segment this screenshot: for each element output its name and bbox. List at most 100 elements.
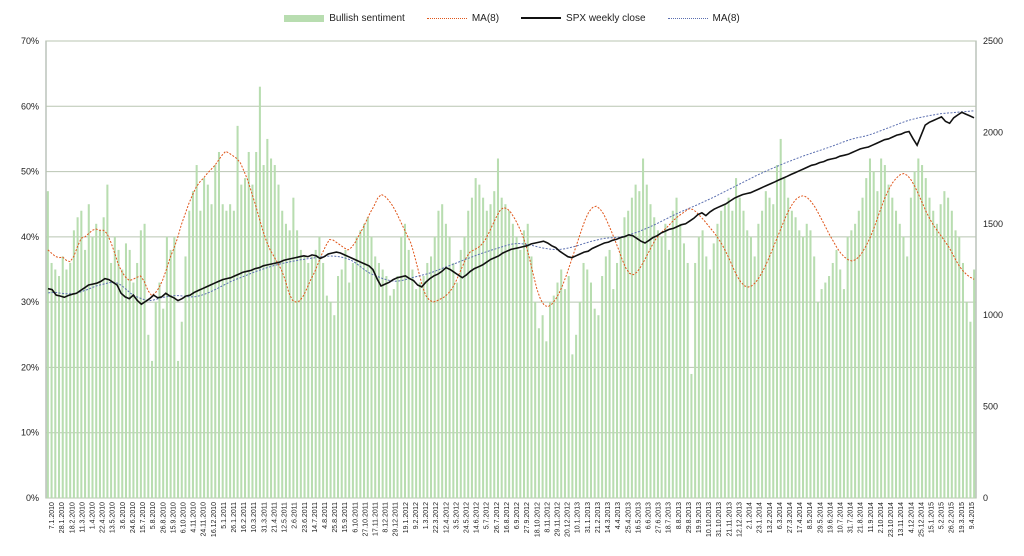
bullish-bar — [266, 138, 269, 498]
bullish-bar — [801, 236, 805, 498]
bullish-bar — [586, 269, 589, 498]
x-axis-tick-label: 14.6.2012 — [474, 502, 481, 533]
bullish-bar — [619, 236, 622, 498]
bullish-bar — [813, 256, 816, 498]
x-axis-tick-label: 17.4.2014 — [797, 502, 804, 533]
right-axis-tick-label: 1500 — [983, 219, 1003, 229]
bullish-bar — [143, 223, 146, 499]
bullish-bar — [296, 230, 299, 499]
x-axis-tick-label: 4.12.2014 — [908, 502, 915, 533]
bullish-bar — [876, 191, 879, 498]
bullish-bar — [686, 262, 689, 498]
legend-label-bullish: Bullish sentiment — [329, 12, 405, 24]
x-axis-tick-label: 26.1.2011 — [231, 502, 238, 533]
bullish-bar — [232, 210, 235, 498]
x-axis-tick-label: 24.11.2010 — [201, 502, 208, 537]
x-axis-tick-label: 29.12.2011 — [393, 502, 400, 537]
bullish-bar — [214, 165, 217, 499]
bullish-bar — [206, 184, 209, 498]
legend-label-spx: SPX weekly close — [566, 12, 646, 24]
bullish-bar — [519, 249, 522, 498]
bullish-bar — [288, 230, 291, 499]
bullish-bar — [511, 223, 514, 499]
x-axis-tick-label: 13.5.2010 — [110, 502, 117, 533]
bullish-bar — [835, 249, 838, 498]
bullish-bar — [251, 184, 254, 498]
bullish-bar — [563, 289, 566, 498]
bullish-bar — [482, 197, 485, 498]
bullish-bar — [824, 282, 827, 498]
bullish-bar — [270, 158, 273, 498]
bullish-bar — [46, 191, 49, 498]
x-axis-tick-label: 15.9.2010 — [170, 502, 177, 533]
bullish-bar — [243, 178, 247, 498]
bullish-bar — [117, 249, 120, 498]
bullish-bar — [943, 191, 946, 498]
bullish-bar — [91, 236, 94, 498]
bullish-bar — [753, 256, 756, 498]
bullish-bar — [84, 249, 87, 498]
bullish-bar — [857, 210, 860, 498]
legend-swatch-spx — [521, 17, 562, 19]
bullish-bar — [150, 360, 154, 498]
bullish-bar — [459, 249, 462, 498]
bullish-bar — [522, 230, 526, 499]
bullish-bar — [947, 197, 950, 498]
x-axis-tick-label: 23.1.2014 — [757, 502, 764, 533]
bullish-bar — [787, 197, 790, 498]
bullish-bar — [154, 302, 157, 498]
x-axis-tick-label: 4.11.2010 — [191, 502, 198, 533]
bullish-bar — [768, 197, 771, 498]
bullish-bar — [742, 210, 745, 498]
bullish-bar — [515, 236, 518, 498]
bullish-bar — [336, 276, 340, 498]
x-axis-tick-label: 27.6.2013 — [656, 502, 663, 533]
bullish-bar — [124, 243, 128, 498]
x-axis-tick-label: 10.1.2013 — [575, 502, 582, 533]
legend-label-ma-sentiment: MA(8) — [471, 12, 500, 24]
bullish-bar — [761, 210, 764, 498]
x-axis-tick-label: 22.4.2010 — [100, 502, 107, 533]
x-axis-tick-label: 19.6.2014 — [827, 502, 834, 533]
bullish-bar — [608, 249, 611, 498]
x-axis-tick-label: 18.2.2010 — [69, 502, 76, 533]
right-axis-tick-label: 2000 — [983, 127, 1003, 137]
bullish-bar — [173, 236, 176, 498]
bullish-bar — [731, 210, 734, 498]
bullish-bar — [493, 191, 496, 498]
bullish-bar — [385, 276, 388, 498]
bullish-bar — [322, 262, 325, 498]
bullish-bar — [887, 184, 890, 498]
bullish-bar — [247, 151, 250, 498]
bullish-bar — [225, 210, 228, 498]
left-axis-tick-label: 40% — [21, 232, 39, 242]
bullish-bar — [403, 223, 407, 499]
x-axis-tick-label: 3.5.2012 — [453, 502, 460, 529]
x-axis-tick-label: 4.8.2011 — [322, 502, 329, 529]
bullish-bar — [98, 230, 101, 499]
bullish-bar — [846, 236, 849, 498]
x-axis-tick-label: 12.4.2012 — [443, 502, 450, 533]
bullish-bar — [861, 197, 864, 498]
bullish-bar — [612, 289, 615, 498]
bullish-bar — [169, 249, 172, 498]
left-axis-tick-label: 0% — [26, 493, 39, 503]
x-axis-tick-label: 14.7.2011 — [312, 502, 319, 533]
bullish-bar — [597, 315, 600, 498]
x-axis-tick-label: 5.8.2010 — [150, 502, 157, 529]
bullish-bar — [604, 256, 607, 498]
x-axis-tick-label: 9.2.2012 — [413, 502, 420, 529]
bullish-bar — [437, 210, 440, 498]
bullish-bar — [913, 171, 916, 499]
bullish-bar — [917, 158, 920, 498]
bullish-bar — [924, 178, 927, 498]
bullish-bar — [102, 217, 105, 498]
bullish-bar — [898, 223, 901, 499]
x-axis-tick-label: 6.6.2013 — [646, 502, 653, 529]
bullish-bar — [255, 151, 258, 498]
x-axis-tick-label: 10.10.2013 — [706, 502, 713, 537]
x-axis-tick-label: 5.1.2011 — [221, 502, 228, 529]
bullish-bar — [671, 210, 674, 498]
bullish-bar — [191, 191, 194, 498]
